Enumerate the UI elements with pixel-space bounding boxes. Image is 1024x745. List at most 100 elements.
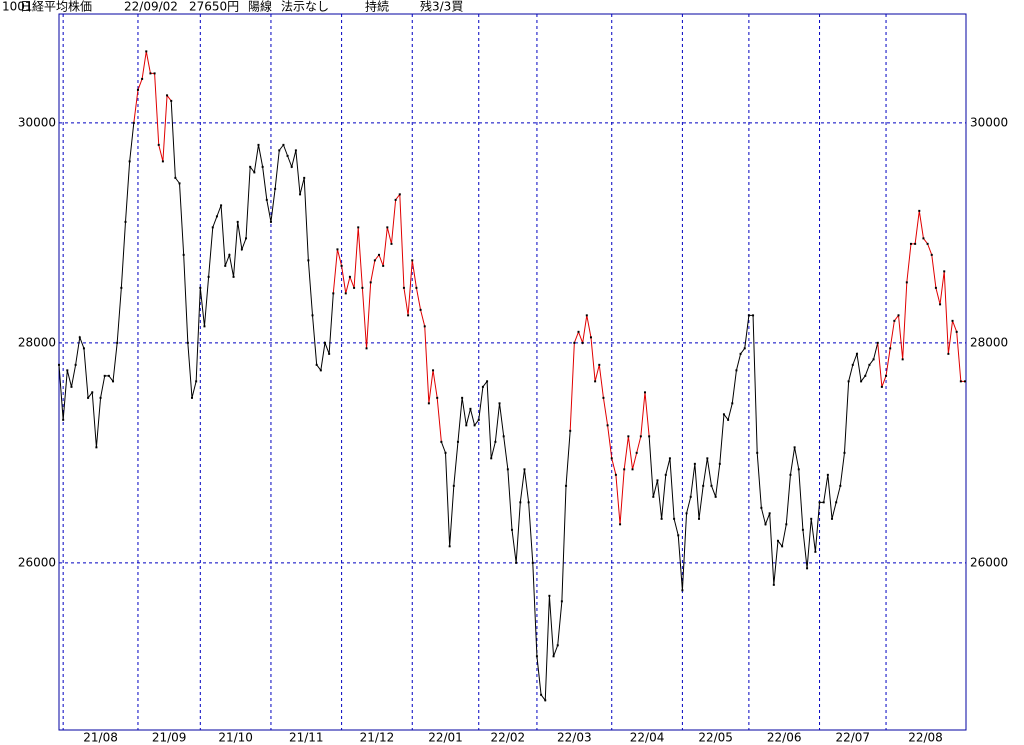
- price-dot: [444, 451, 447, 454]
- price-dot: [307, 259, 310, 262]
- price-dot: [864, 374, 867, 377]
- price-dot: [872, 358, 875, 361]
- x-tick-label: 21/09: [152, 731, 187, 745]
- price-dot: [585, 314, 588, 317]
- price-dot: [610, 457, 613, 460]
- price-dot: [810, 517, 813, 520]
- price-dot: [103, 374, 106, 377]
- price-dot: [398, 193, 401, 196]
- price-dot: [170, 99, 173, 102]
- x-tick-label: 22/01: [428, 731, 463, 745]
- price-dot: [843, 451, 846, 454]
- x-tick-label: 22/02: [491, 731, 526, 745]
- price-dot: [477, 418, 480, 421]
- price-dot: [232, 275, 235, 278]
- price-dot: [199, 286, 202, 289]
- price-dot: [548, 594, 551, 597]
- price-dot: [868, 363, 871, 366]
- price-dot: [502, 435, 505, 438]
- price-dot: [914, 242, 917, 245]
- price-dot: [66, 369, 69, 372]
- price-dot: [934, 286, 937, 289]
- price-dot: [465, 424, 468, 427]
- price-dot: [190, 396, 193, 399]
- price-dot: [531, 561, 534, 564]
- price-dot: [91, 391, 94, 394]
- price-dot: [939, 303, 942, 306]
- price-dot: [756, 451, 759, 454]
- price-dot: [689, 495, 692, 498]
- price-dot: [540, 693, 543, 696]
- price-dot: [182, 253, 185, 256]
- price-dot: [473, 424, 476, 427]
- price-dot: [95, 446, 98, 449]
- price-dot: [249, 165, 252, 168]
- price-dot: [323, 341, 326, 344]
- price-dot: [62, 418, 65, 421]
- price-dot: [897, 314, 900, 317]
- price-dot: [332, 292, 335, 295]
- price-dot: [498, 402, 501, 405]
- price-dot: [203, 325, 206, 328]
- rule: 法示なし: [281, 0, 329, 14]
- price-dot: [643, 391, 646, 394]
- price-dot: [589, 336, 592, 339]
- price-dot: [930, 253, 933, 256]
- price-dot: [481, 385, 484, 388]
- price-dot: [565, 484, 568, 487]
- price-dot: [253, 171, 256, 174]
- price-dot: [693, 462, 696, 465]
- price-dot: [731, 402, 734, 405]
- price-dot: [673, 517, 676, 520]
- price-dot: [901, 358, 904, 361]
- price-dot: [818, 501, 821, 504]
- price-dot: [855, 352, 858, 355]
- price-dot: [718, 462, 721, 465]
- price-dot: [427, 402, 430, 405]
- price-dot: [423, 325, 426, 328]
- y2-tick-label: 26000: [970, 555, 1008, 569]
- price-dot: [469, 407, 472, 410]
- price-dot: [261, 165, 264, 168]
- price-dot: [573, 341, 576, 344]
- price-dot: [178, 182, 181, 185]
- price-dot: [569, 429, 572, 432]
- price-dot: [211, 226, 214, 229]
- price-dot: [544, 699, 547, 702]
- price-dot: [556, 644, 559, 647]
- price-dot: [149, 72, 152, 75]
- price-dot: [631, 468, 634, 471]
- x-tick-label: 22/04: [630, 731, 665, 745]
- price-dot: [311, 314, 314, 317]
- price-dot: [303, 176, 306, 179]
- price-dot: [141, 77, 144, 80]
- price-dot: [814, 550, 817, 553]
- price-dot: [340, 264, 343, 267]
- price-dot: [797, 468, 800, 471]
- x-tick-label: 21/08: [83, 731, 118, 745]
- price-dot: [822, 501, 825, 504]
- price-dot: [373, 259, 376, 262]
- price-dot: [776, 539, 779, 542]
- price-dot: [157, 143, 160, 146]
- price-dot: [74, 363, 77, 366]
- price-dot: [552, 655, 555, 658]
- price-dot: [448, 545, 451, 548]
- price-dot: [785, 523, 788, 526]
- price-dot: [153, 72, 156, 75]
- price-dot: [743, 347, 746, 350]
- name: 日経平均株価: [20, 0, 92, 14]
- price-dot: [909, 242, 912, 245]
- price-dot: [361, 286, 364, 289]
- price-dot: [440, 440, 443, 443]
- price-dot: [386, 226, 389, 229]
- price-dot: [161, 160, 164, 163]
- price-dot: [290, 165, 293, 168]
- plot-border: [58, 13, 967, 731]
- price-dot: [257, 143, 260, 146]
- price-dot: [286, 154, 289, 157]
- price-dot: [964, 380, 966, 383]
- price-dot: [768, 512, 771, 515]
- price-dot: [494, 440, 497, 443]
